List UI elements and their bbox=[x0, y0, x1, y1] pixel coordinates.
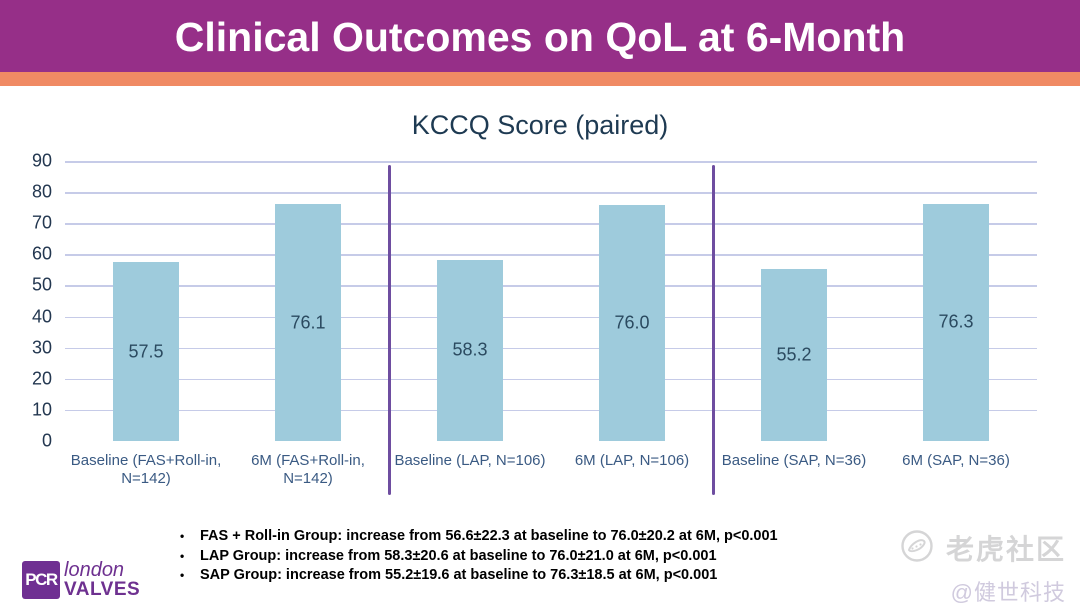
gridline-20 bbox=[65, 378, 1037, 381]
y-axis-tick-80: 80 bbox=[31, 181, 52, 202]
note-text: SAP Group: increase from 55.2±19.6 at ba… bbox=[200, 567, 718, 583]
watermark-handle: @健世科技 bbox=[950, 580, 1066, 605]
chart-title: KCCQ Score (paired) bbox=[411, 110, 669, 140]
bar-2 bbox=[437, 259, 503, 441]
gridline-80 bbox=[65, 192, 1037, 194]
y-axis-tick-60: 60 bbox=[31, 243, 52, 264]
tiger-icon bbox=[900, 529, 934, 568]
bar-4 bbox=[761, 269, 827, 441]
watermark-name: 老虎社区 bbox=[945, 534, 1066, 565]
x-axis-label-2: Baseline (LAP, N=106) bbox=[394, 452, 546, 469]
note-bullet-1: • LAP Group: increase from 58.3±20.6 at b… bbox=[180, 547, 778, 567]
y-axis-tick-40: 40 bbox=[31, 306, 52, 327]
note-text: FAS + Roll-in Group: increase from 56.6±… bbox=[200, 528, 778, 544]
gridline-30 bbox=[65, 347, 1037, 350]
bar-value-label-5: 76.3 bbox=[938, 311, 974, 332]
slide-title: Clinical Outcomes on QoL at 6-Month bbox=[174, 14, 906, 60]
y-axis-tick-50: 50 bbox=[31, 274, 52, 295]
bar-0 bbox=[113, 262, 179, 441]
watermark: 老虎社区 @健世科技 bbox=[900, 528, 1066, 607]
bar-value-label-2: 58.3 bbox=[452, 339, 488, 360]
y-axis-tick-70: 70 bbox=[31, 212, 52, 233]
y-axis-tick-90: 90 bbox=[31, 150, 52, 171]
x-axis-label-4: Baseline (SAP, N=36) bbox=[721, 452, 867, 469]
y-axis-tick-0: 0 bbox=[41, 430, 52, 451]
group-divider-after-3 bbox=[711, 165, 715, 495]
bar-1 bbox=[275, 204, 341, 441]
bullet-dot: • bbox=[180, 548, 185, 563]
x-axis-label-3: 6M (LAP, N=106) bbox=[574, 452, 690, 469]
y-axis-tick-10: 10 bbox=[31, 399, 52, 420]
gridline-90 bbox=[65, 161, 1037, 163]
accent-bar bbox=[0, 72, 1080, 86]
note-text: LAP Group: increase from 58.3±20.6 at ba… bbox=[200, 547, 717, 564]
notes-list: • FAS + Roll-in Group: increase from 56.6… bbox=[180, 527, 778, 586]
pcr-london-valves-logo: PCR london VALVES bbox=[22, 559, 141, 600]
note-bullet-2: • SAP Group: increase from 55.2±19.6 at b… bbox=[180, 566, 778, 586]
bar-value-label-4: 55.2 bbox=[776, 344, 812, 365]
logo-valves-label: VALVES bbox=[64, 579, 141, 600]
y-axis-tick-30: 30 bbox=[31, 337, 52, 358]
gridline-50 bbox=[65, 285, 1037, 287]
logo-london-label: london bbox=[64, 559, 125, 581]
slide-header: Clinical Outcomes on QoL at 6-Month bbox=[0, 0, 1080, 72]
gridline-10 bbox=[65, 409, 1037, 412]
note-bullet-0: • FAS + Roll-in Group: increase from 56.6… bbox=[180, 527, 778, 547]
bar-value-label-3: 76.0 bbox=[614, 312, 650, 333]
gridline-60 bbox=[65, 254, 1037, 256]
gridline-40 bbox=[65, 316, 1037, 319]
bar-value-label-0: 57.5 bbox=[128, 341, 164, 362]
x-axis-label-0: Baseline (FAS+Roll-in, N=142) bbox=[70, 452, 222, 487]
x-axis-label-1: 6M (FAS+Roll-in, N=142) bbox=[251, 452, 365, 487]
bar-5 bbox=[923, 203, 989, 441]
logo-text: london VALVES bbox=[64, 559, 141, 600]
bullet-dot: • bbox=[180, 568, 185, 582]
gridline-70 bbox=[65, 223, 1037, 225]
y-axis-tick-20: 20 bbox=[31, 368, 52, 389]
pcr-logo-icon: PCR bbox=[22, 561, 60, 599]
bar-3 bbox=[599, 204, 665, 441]
bar-value-label-1: 76.1 bbox=[290, 312, 326, 333]
group-divider-after-1 bbox=[387, 165, 391, 495]
bullet-dot: • bbox=[180, 529, 185, 543]
x-axis-label-5: 6M (SAP, N=36) bbox=[902, 452, 1010, 469]
